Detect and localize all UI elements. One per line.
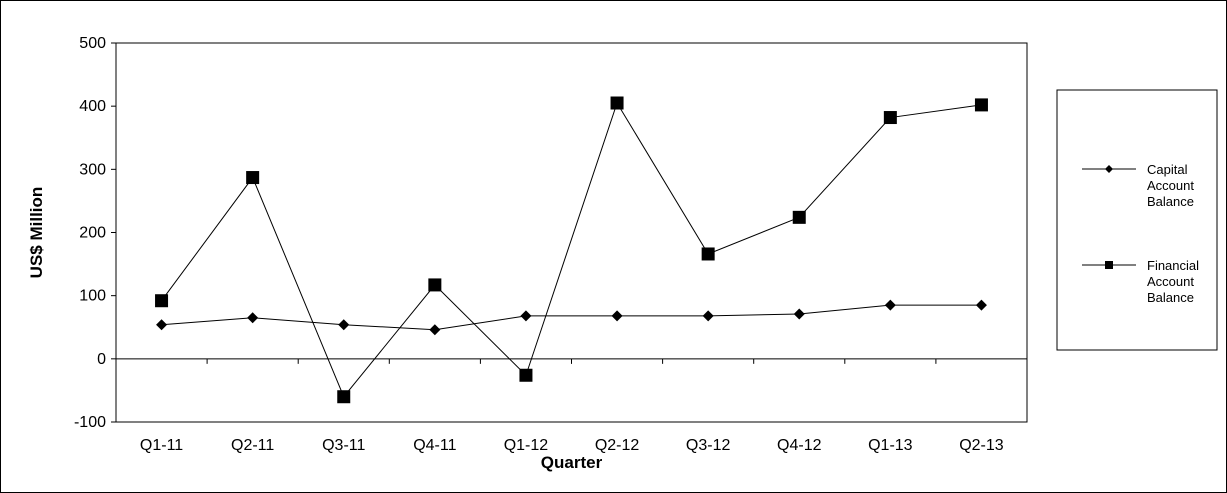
data-point	[793, 211, 806, 224]
y-tick-label: 400	[79, 98, 106, 115]
data-point	[611, 97, 624, 110]
x-tick-label: Q1-12	[504, 437, 549, 454]
y-axis: -100 0 100 200 300 400 500	[74, 35, 116, 431]
legend-label: Balance	[1147, 194, 1194, 209]
x-tick-label: Q2-11	[231, 437, 274, 454]
y-tick-label: 200	[79, 225, 106, 242]
data-point	[337, 390, 350, 403]
legend-label: Account	[1147, 274, 1194, 289]
plot-border	[116, 43, 1027, 422]
legend-label: Financial	[1147, 258, 1199, 273]
y-tick-label: 300	[79, 161, 106, 178]
data-point	[975, 98, 988, 111]
x-tick-label: Q4-11	[413, 437, 456, 454]
x-tick-label: Q1-13	[868, 437, 913, 454]
x-tick-label: Q3-12	[686, 437, 731, 454]
data-point	[884, 111, 897, 124]
y-tick-label: -100	[74, 414, 106, 431]
legend-label: Balance	[1147, 290, 1194, 305]
legend-box	[1057, 90, 1217, 350]
legend-marker	[1105, 261, 1113, 269]
legend-label: Account	[1147, 178, 1194, 193]
plot-area	[116, 43, 1027, 422]
x-tick-label: Q3-11	[322, 437, 365, 454]
x-tick-label: Q2-12	[595, 437, 640, 454]
data-point	[702, 247, 715, 260]
data-point	[155, 294, 168, 307]
y-tick-label: 500	[79, 35, 106, 52]
y-tick-label: 100	[79, 288, 106, 305]
data-point	[519, 369, 532, 382]
x-tick-label: Q2-13	[959, 437, 1004, 454]
x-axis-title: Quarter	[541, 453, 603, 472]
x-tick-label: Q1-11	[140, 437, 183, 454]
legend-label: Capital	[1147, 162, 1188, 177]
y-axis-title: US$ Million	[27, 187, 46, 279]
x-tick-label: Q4-12	[777, 437, 822, 454]
y-tick-label: 0	[97, 351, 106, 368]
legend: CapitalAccountBalanceFinancialAccountBal…	[1057, 90, 1217, 350]
data-point	[246, 171, 259, 184]
data-point	[428, 278, 441, 291]
